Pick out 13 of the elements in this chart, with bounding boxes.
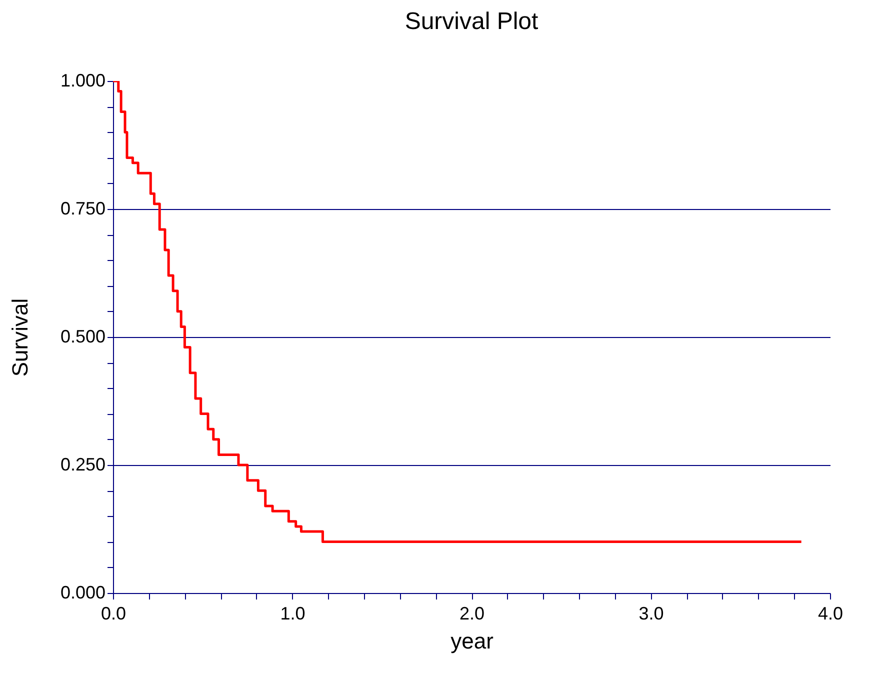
y-tick-label: 0.750: [60, 198, 106, 218]
x-tick-label: 4.0: [818, 604, 844, 624]
x-tick-label: 1.0: [280, 604, 306, 624]
x-tick-label: 0.0: [100, 604, 126, 624]
x-axis-title: year: [450, 628, 494, 654]
x-tick-label: 3.0: [638, 604, 664, 624]
y-axis-title: Survival: [7, 298, 32, 377]
y-tick-label: 1.000: [60, 70, 106, 90]
x-tick-label: 2.0: [459, 604, 485, 624]
chart-title: Survival Plot: [404, 8, 539, 35]
y-tick-label: 0.250: [60, 454, 106, 474]
y-tick-label: 0.500: [60, 326, 106, 346]
y-tick-label: 0.000: [60, 582, 106, 602]
